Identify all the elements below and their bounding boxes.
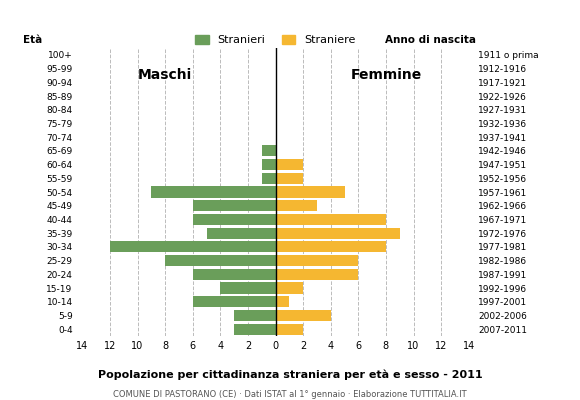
Bar: [193, 214, 276, 225]
Bar: [262, 173, 275, 184]
Bar: [193, 269, 276, 280]
Bar: [276, 214, 386, 225]
Bar: [262, 145, 275, 156]
Bar: [262, 159, 275, 170]
Bar: [276, 324, 303, 335]
Text: Popolazione per cittadinanza straniera per età e sesso - 2011: Popolazione per cittadinanza straniera p…: [97, 370, 483, 380]
Bar: [276, 159, 303, 170]
Bar: [276, 269, 358, 280]
Bar: [206, 228, 276, 239]
Bar: [193, 296, 276, 307]
Bar: [110, 241, 276, 252]
Bar: [276, 310, 331, 321]
Bar: [151, 186, 276, 198]
Text: Maschi: Maschi: [138, 68, 192, 82]
Legend: Stranieri, Straniere: Stranieri, Straniere: [191, 30, 360, 50]
Bar: [276, 282, 303, 294]
Bar: [165, 255, 276, 266]
Bar: [234, 324, 276, 335]
Bar: [276, 296, 289, 307]
Bar: [234, 310, 276, 321]
Bar: [276, 173, 303, 184]
Bar: [276, 186, 345, 198]
Text: Età: Età: [23, 35, 42, 45]
Text: Femmine: Femmine: [350, 68, 422, 82]
Text: COMUNE DI PASTORANO (CE) · Dati ISTAT al 1° gennaio · Elaborazione TUTTITALIA.IT: COMUNE DI PASTORANO (CE) · Dati ISTAT al…: [113, 390, 467, 399]
Bar: [276, 241, 386, 252]
Bar: [276, 255, 358, 266]
Text: Anno di nascita: Anno di nascita: [385, 35, 476, 45]
Bar: [276, 228, 400, 239]
Bar: [193, 200, 276, 211]
Bar: [220, 282, 276, 294]
Bar: [276, 200, 317, 211]
